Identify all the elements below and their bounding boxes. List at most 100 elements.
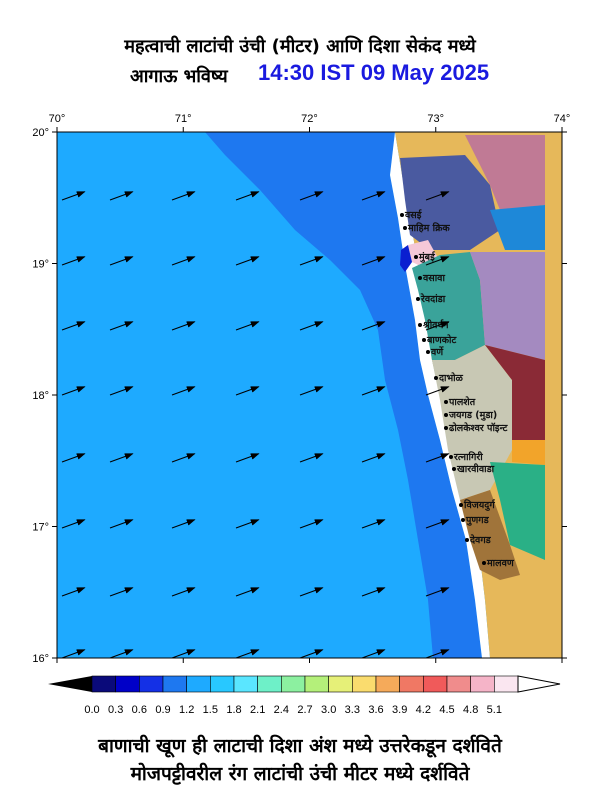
lat-tick-label: 16°	[32, 653, 49, 665]
wave-arrow	[361, 587, 386, 597]
colorbar-label: 0.3	[108, 704, 123, 716]
lat-tick-label: 19°	[32, 259, 49, 271]
colorbar-swatch	[494, 675, 519, 693]
lon-tick-label: 74°	[554, 113, 571, 125]
wave-arrow	[361, 256, 386, 266]
wave-arrow	[171, 649, 196, 659]
colorbar-over-triangle	[517, 675, 561, 693]
district-kolhapur	[490, 462, 545, 560]
colorbar-label: 4.8	[463, 704, 478, 716]
lat-tick-label: 17°	[32, 522, 49, 534]
wave-arrow	[425, 649, 450, 659]
wave-arrow	[171, 191, 196, 201]
place-dot	[434, 376, 438, 380]
place-dot	[461, 518, 465, 522]
wave-arrow	[361, 453, 386, 463]
place-label: पुणगड	[465, 515, 490, 526]
wave-arrow	[61, 649, 86, 659]
wave-arrow	[109, 191, 134, 201]
wave-arrow	[425, 256, 450, 266]
place-dot	[426, 350, 430, 354]
wave-arrow	[61, 386, 86, 396]
colorbar-label: 1.2	[179, 704, 194, 716]
place-label: खारवीवाडा	[456, 463, 495, 475]
place-label: वर्णे	[430, 346, 444, 358]
colorbar-swatch	[233, 675, 258, 693]
wave-arrow	[61, 321, 86, 331]
place-dot	[422, 338, 426, 342]
place-label: देवगड	[469, 534, 492, 546]
district-ratnagiri	[432, 345, 512, 500]
colorbar-swatch	[186, 675, 211, 693]
wave-arrow	[109, 386, 134, 396]
wave-arrow	[171, 519, 196, 529]
wave-arrow	[235, 453, 260, 463]
colorbar-label: 4.5	[439, 704, 454, 716]
district-sindhudurg	[460, 490, 520, 580]
lon-tick-label: 71°	[175, 113, 192, 125]
wave-arrow	[61, 519, 86, 529]
colorbar-label: 2.4	[274, 704, 289, 716]
district-thane-raigad	[412, 252, 485, 360]
place-label: रत्नागिरी	[453, 451, 483, 463]
wave-arrow	[361, 321, 386, 331]
wave-arrow	[235, 321, 260, 331]
wave-arrow	[235, 386, 260, 396]
lat-tick-label: 20°	[32, 127, 49, 139]
wave-arrow	[171, 453, 196, 463]
place-dot	[482, 561, 486, 565]
colorbar-swatch	[352, 675, 377, 693]
place-dot	[400, 213, 404, 217]
colorbar-label: 2.7	[297, 704, 312, 716]
wave-arrow	[425, 587, 450, 597]
colorbar-swatch	[399, 675, 424, 693]
place-dot	[459, 503, 463, 507]
wave-arrow	[425, 519, 450, 529]
place-dot	[403, 226, 407, 230]
wave-arrow	[299, 453, 324, 463]
wave-arrow	[361, 386, 386, 396]
colorbar-swatch	[423, 675, 448, 693]
place-dot	[444, 400, 448, 404]
lon-tick-label: 72°	[301, 113, 318, 125]
colorbar-label: 3.0	[321, 704, 336, 716]
colorbar-swatch	[115, 675, 140, 693]
wave-arrow	[235, 587, 260, 597]
wave-arrow	[299, 256, 324, 266]
place-dot	[452, 467, 456, 471]
place-label: श्रीवर्धन	[422, 319, 449, 331]
colorbar-swatch	[470, 675, 495, 693]
lon-tick-label: 70°	[49, 113, 66, 125]
wave-arrow	[171, 256, 196, 266]
place-dot	[465, 538, 469, 542]
colorbar-label: 1.5	[203, 704, 218, 716]
wave-arrow	[109, 256, 134, 266]
wave-arrow	[299, 386, 324, 396]
place-dot	[414, 255, 418, 259]
wave-arrow	[425, 321, 450, 331]
colorbar-swatch	[328, 675, 353, 693]
colorbar-label: 2.1	[250, 704, 265, 716]
wave-arrow	[361, 649, 386, 659]
wave-arrow	[61, 587, 86, 597]
colorbar-swatch	[304, 675, 329, 693]
colorbar-swatch	[375, 675, 400, 693]
wave-arrow	[425, 191, 450, 201]
map-axes: 70° 71° 72° 73° 74° 20° 19° 18° 17° 16°	[32, 113, 570, 665]
place-label: मुंबई	[418, 251, 436, 263]
wave-arrow	[361, 519, 386, 529]
district-nashik	[465, 135, 545, 210]
wave-arrow	[235, 256, 260, 266]
colorbar-swatch	[162, 675, 187, 693]
place-dot	[444, 413, 448, 417]
place-label: माहिम क्रिक	[407, 222, 450, 234]
district-satara	[485, 345, 545, 440]
colorbar-under-triangle	[48, 676, 92, 692]
place-label: वसई	[404, 209, 422, 221]
place-dot	[444, 426, 448, 430]
district-ahmednagar	[490, 205, 545, 250]
forecast-timestamp: 14:30 IST 09 May 2025	[258, 60, 490, 85]
place-label: मालवण	[486, 558, 515, 569]
mumbai-harbour	[400, 245, 412, 272]
chart-title-line1: महत्वाची लाटांची उंची (मीटर) आणि दिशा से…	[124, 36, 476, 57]
